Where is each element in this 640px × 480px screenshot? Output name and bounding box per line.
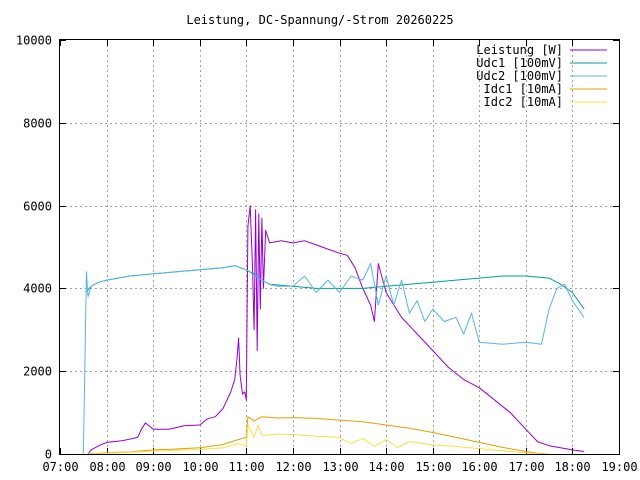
axes: 07:00 08:00 09:00 10:00 11:00 12:00 13:00 14:00…: [16, 34, 638, 475]
y-tick-label: 4000: [23, 282, 52, 296]
series-line-5: [87, 424, 550, 455]
plot-frame: [59, 39, 620, 455]
y-tick-label: 2000: [23, 365, 52, 379]
legend-label: Idc2 [10mA]: [484, 95, 563, 109]
x-tick-label: 11:00: [228, 460, 264, 474]
series-line-3: [82, 263, 585, 455]
y-tick-label: 8000: [23, 117, 52, 131]
series-line-1: [87, 205, 585, 455]
x-tick-label: 18:00: [554, 460, 590, 474]
grid: [60, 40, 619, 454]
series-lines: [82, 205, 585, 455]
x-tick-label: 07:00: [42, 460, 78, 474]
legend: Leistung [W]Udc1 [100mV]Udc2 [100mV]Idc1…: [476, 43, 607, 109]
legend-label: Idc1 [10mA]: [484, 82, 563, 96]
chart-title: Leistung, DC-Spannung/-Strom 20260225: [186, 13, 453, 27]
x-tick-label: 15:00: [415, 460, 451, 474]
x-tick-label: 12:00: [275, 460, 311, 474]
y-tick-label: 0: [45, 448, 52, 462]
x-tick-label: 16:00: [461, 460, 497, 474]
x-tick-label: 14:00: [368, 460, 404, 474]
x-tick-label: 13:00: [322, 460, 358, 474]
x-tick-label: 10:00: [182, 460, 218, 474]
x-tick-label: 19:00: [601, 460, 637, 474]
legend-label: Udc1 [100mV]: [476, 56, 563, 70]
legend-label: Udc2 [100mV]: [476, 69, 563, 83]
y-tick-label: 10000: [16, 34, 52, 48]
x-tick-label: 09:00: [135, 460, 171, 474]
x-tick-label: 17:00: [508, 460, 544, 474]
x-tick-label: 08:00: [89, 460, 125, 474]
y-tick-label: 6000: [23, 200, 52, 214]
legend-label: Leistung [W]: [476, 43, 563, 57]
series-line-4: [87, 416, 550, 455]
